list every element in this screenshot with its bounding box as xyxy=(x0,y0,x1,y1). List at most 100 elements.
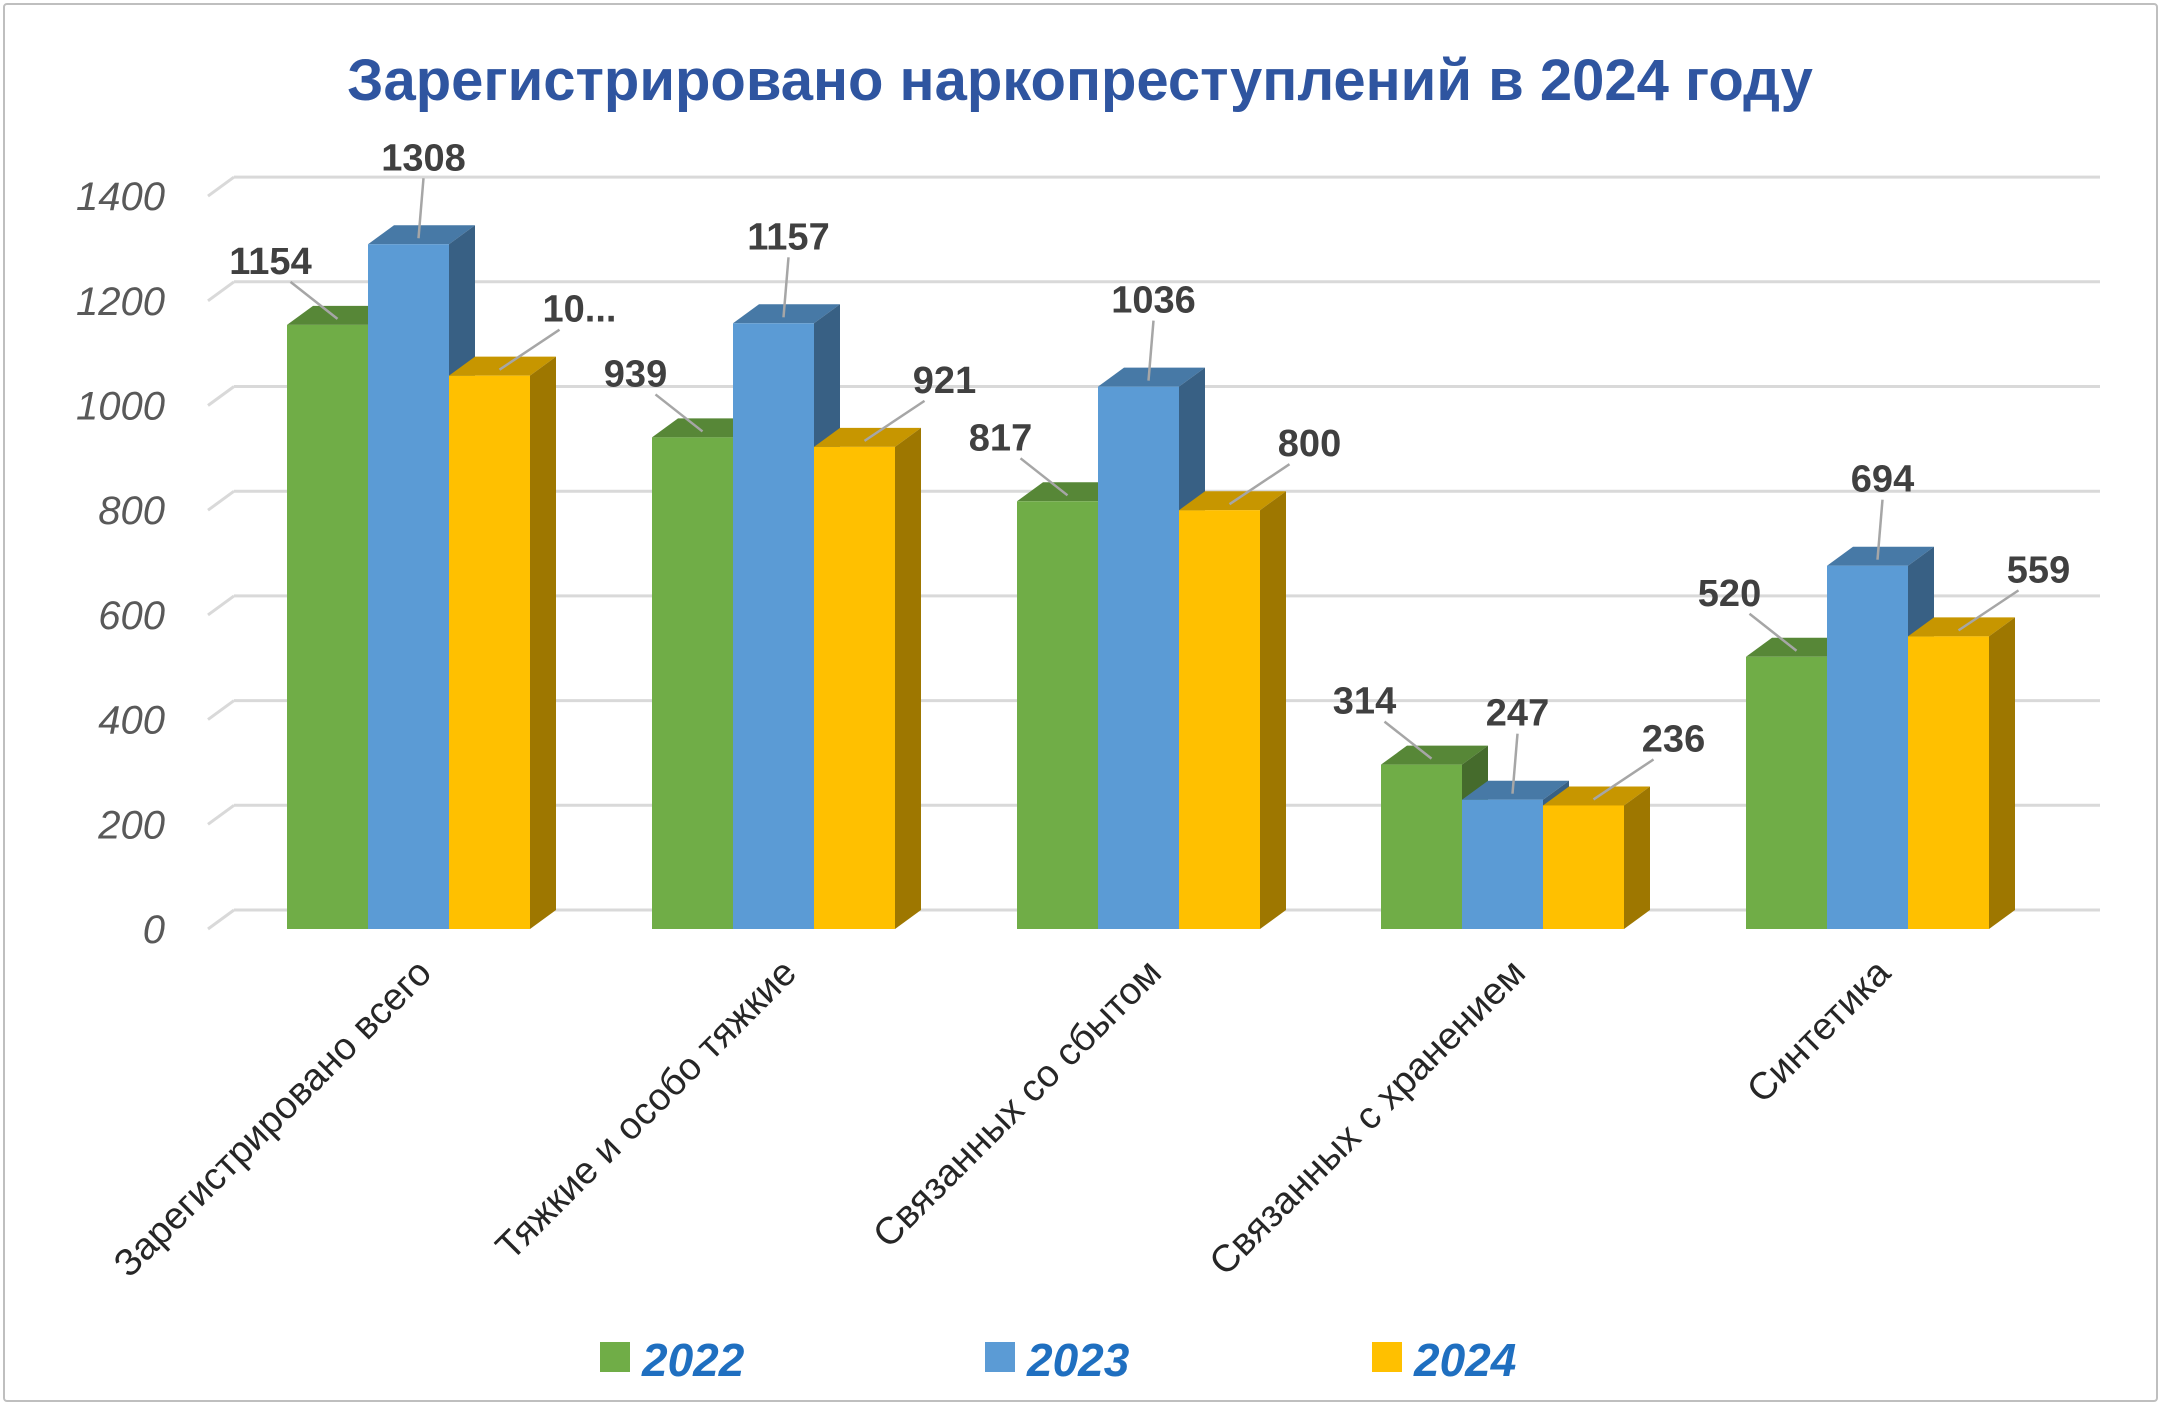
legend-item-2023: 2023 xyxy=(985,1334,1130,1386)
bar-front-face xyxy=(368,244,449,930)
gridline-diagonal xyxy=(207,385,235,407)
data-label-2023-1: 1308 xyxy=(381,137,466,179)
bar-front-face xyxy=(287,324,368,930)
gridline-diagonal xyxy=(207,175,235,198)
legend-item-2022: 2022 xyxy=(600,1334,745,1386)
bar-front-face xyxy=(814,446,895,929)
bar-front-face xyxy=(1098,386,1179,929)
bar-top-face xyxy=(733,304,840,324)
bar-top-face xyxy=(652,418,759,438)
bar-front-face xyxy=(1827,565,1908,929)
y-tick-label: 400 xyxy=(98,699,165,743)
data-label-2022-1: 1154 xyxy=(229,241,311,283)
data-labels: 1154 939 817 314 520 1308 1157 1036 247 694 10... 9… xyxy=(229,137,2070,801)
data-label-2022-3: 817 xyxy=(969,417,1032,459)
data-label-2022-2: 939 xyxy=(604,353,667,395)
bar-side-face xyxy=(1989,617,2015,929)
gridline-diagonal xyxy=(207,908,235,931)
category-label-3: Связанных со сбытом xyxy=(865,952,1169,1256)
category-label-2: Тяжкие и особо тяжкие xyxy=(488,952,805,1269)
data-label-2024-1: 10... xyxy=(543,289,617,331)
y-tick-label: 1400 xyxy=(76,175,165,219)
legend-swatch xyxy=(1372,1342,1402,1372)
data-label-2023-2: 1157 xyxy=(747,216,829,258)
bar-front-face xyxy=(733,323,814,929)
bar-front-face xyxy=(1543,805,1624,929)
data-label-2024-5: 559 xyxy=(2007,549,2070,591)
leader-line xyxy=(1592,758,1655,801)
bar-front-face xyxy=(1462,799,1543,929)
leader-line xyxy=(782,257,790,318)
y-tick-label: 0 xyxy=(143,908,165,952)
data-label-2024-2: 921 xyxy=(913,360,976,402)
bar-front-face xyxy=(449,375,530,929)
y-axis-ticks: 0 200 400 600 800 1000 1200 1400 xyxy=(76,175,165,952)
bar-2024-4 xyxy=(1543,786,1650,929)
leader-line xyxy=(1876,499,1884,560)
bar-front-face xyxy=(1179,510,1260,929)
leader-line xyxy=(1147,320,1155,381)
data-label-2023-3: 1036 xyxy=(1111,280,1196,322)
leader-line xyxy=(1228,463,1291,506)
bar-top-face xyxy=(1827,546,1934,566)
bar-top-face xyxy=(1746,637,1853,657)
bar-side-face xyxy=(895,427,921,929)
legend-swatch xyxy=(600,1342,630,1372)
leader-line xyxy=(498,328,561,371)
leader-line xyxy=(1748,612,1798,652)
data-label-2024-4: 236 xyxy=(1642,718,1705,760)
gridline-diagonal xyxy=(207,699,235,721)
bar-top-face xyxy=(1017,482,1124,502)
leader-line xyxy=(417,178,425,239)
category-label-5: Синтетика xyxy=(1739,951,1899,1111)
bar-2024-1 xyxy=(449,356,556,929)
legend: 2022 2023 2024 xyxy=(600,1334,1516,1386)
bar-2024-2 xyxy=(814,427,921,929)
bar-top-face xyxy=(1381,745,1488,765)
bar-top-face xyxy=(1462,780,1569,800)
bars xyxy=(287,225,2015,930)
bar-2024-5 xyxy=(1908,617,2015,929)
bar-front-face xyxy=(652,437,733,929)
data-label-2024-3: 800 xyxy=(1278,423,1341,465)
gridline-diagonal xyxy=(207,804,235,826)
legend-label: 2024 xyxy=(1413,1334,1516,1386)
bar-top-face xyxy=(1098,367,1205,387)
leader-line xyxy=(1383,720,1433,760)
leader-line xyxy=(1511,733,1519,794)
legend-item-2024: 2024 xyxy=(1372,1334,1516,1386)
gridline-diagonal xyxy=(207,280,235,303)
y-tick-label: 200 xyxy=(97,803,165,847)
bar-side-face xyxy=(1624,786,1650,929)
bar-side-face xyxy=(530,356,556,929)
leader-line xyxy=(1019,457,1069,497)
gridline-diagonal xyxy=(207,489,235,512)
bar-front-face xyxy=(1908,636,1989,929)
gridline-diagonal xyxy=(207,594,235,617)
bar-front-face xyxy=(1381,764,1462,929)
chart-title: Зарегистрировано наркопреступлений в 202… xyxy=(347,48,1813,113)
data-label-2023-4: 247 xyxy=(1486,693,1549,735)
y-tick-label: 1200 xyxy=(76,280,165,324)
category-label-4: Связанных с хранением xyxy=(1202,952,1534,1284)
legend-label: 2022 xyxy=(641,1334,745,1386)
bar-top-face xyxy=(287,305,394,325)
bar-front-face xyxy=(1746,656,1827,929)
data-label-2022-5: 520 xyxy=(1698,573,1761,615)
leader-line xyxy=(654,393,704,433)
bar-top-face xyxy=(368,225,475,245)
bar-side-face xyxy=(1260,491,1286,929)
leader-line xyxy=(863,399,926,442)
leader-line xyxy=(289,280,339,320)
category-labels: Зарегистрировано всего Тяжкие и особо тяж… xyxy=(106,951,1899,1285)
y-tick-label: 1000 xyxy=(76,385,165,429)
category-label-1: Зарегистрировано всего xyxy=(106,952,440,1286)
legend-swatch xyxy=(985,1342,1015,1372)
legend-label: 2023 xyxy=(1026,1334,1130,1386)
leader-line xyxy=(1957,589,2020,632)
y-tick-label: 800 xyxy=(98,489,165,533)
y-tick-label: 600 xyxy=(98,594,165,638)
data-label-2022-4: 314 xyxy=(1333,681,1396,723)
bar-front-face xyxy=(1017,501,1098,929)
